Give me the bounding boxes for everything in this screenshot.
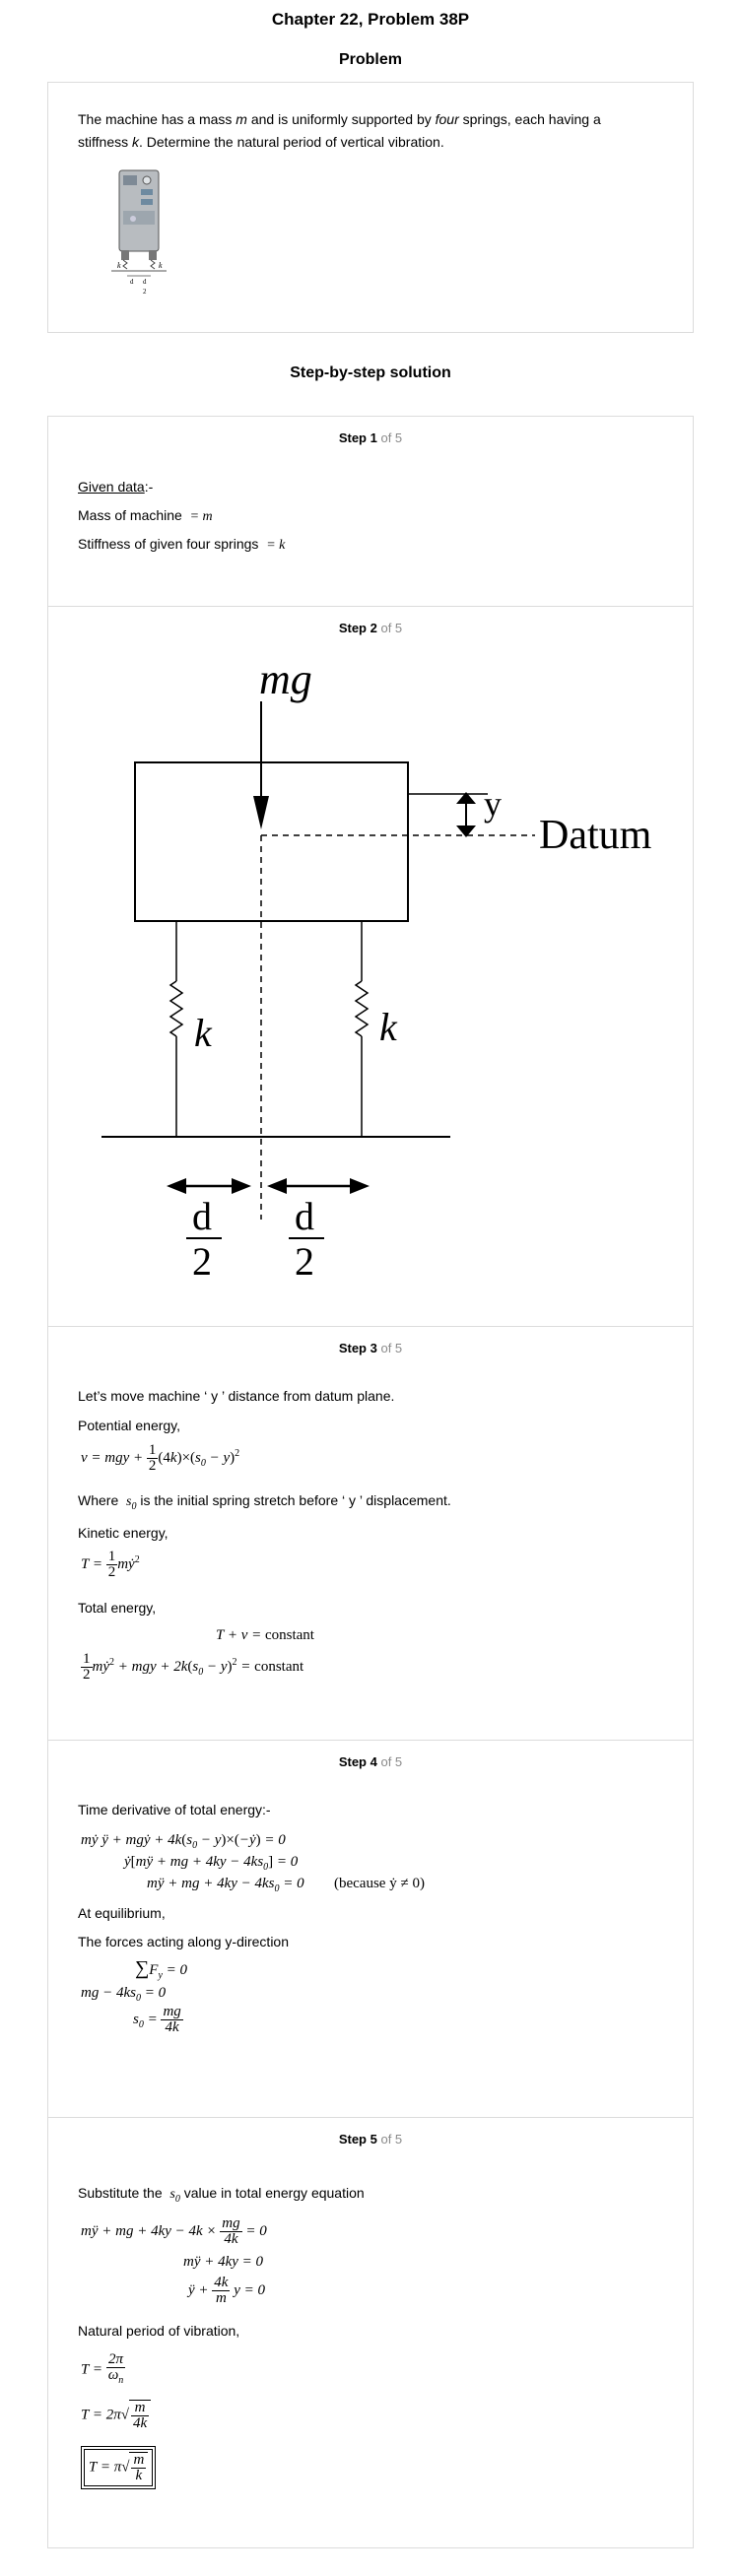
derivative-equation-1: mẏ ÿ + mgẏ + 4k(s0 − y)×(−ẏ) = 0 [81, 1832, 286, 1851]
thumb-k-left: k [117, 261, 121, 270]
because-note: (because ẏ ≠ 0) [334, 1876, 425, 1891]
step-1-title: Step 1 of 5 [338, 430, 403, 445]
step-4-card: Step 4 of 5 Time derivative of total ene… [47, 1741, 694, 2118]
potential-energy-equation: v = mgy + 1 2 (4k)×(s0 − y)2 [81, 1442, 240, 1474]
free-body-diagram: mg y Datum k k d 2 d 2 [101, 655, 652, 1284]
step-4-intro: Time derivative of total energy:- [78, 1802, 271, 1817]
diagram-d-left: d [192, 1194, 212, 1238]
diagram-y-label: y [484, 784, 502, 824]
potential-energy-label: Potential energy, [78, 1418, 181, 1433]
substitution-equation-1: mÿ + mg + 4ky − 4k × mg 4k = 0 [81, 2215, 267, 2247]
solution-heading: Step-by-step solution [290, 364, 451, 381]
diagram-mg-label: mg [259, 655, 312, 703]
substitution-equation-2: mÿ + 4ky = 0 [183, 2254, 264, 2270]
problem-card: The machine has a mass m and is uniforml… [47, 82, 694, 333]
total-energy-equation-1: T + v = constant [216, 1627, 314, 1643]
step-1-card: Step 1 of 5 Given data:- Mass of machine… [47, 416, 694, 607]
thumb-two: 2 [143, 288, 147, 296]
force-sum-equation: ∑Fy = 0 [135, 1957, 188, 1981]
final-answer-box: T = π√ m k [80, 2446, 157, 2489]
step-3-card: Step 3 of 5 Let’s move machine ‘ y ’ dis… [47, 1327, 694, 1741]
problem-text-line-2: stiffness k. Determine the natural perio… [78, 134, 444, 150]
step-5-card: Step 5 of 5 Substitute the s0 value in t… [47, 2118, 694, 2548]
derivative-equation-2: ẏ[mÿ + mg + 4ky − 4ks0] = 0 [124, 1854, 299, 1873]
thumb-d-right: d [143, 278, 147, 286]
where-line: Where s0 is the initial spring stretch b… [78, 1492, 451, 1512]
step-2-title: Step 2 of 5 [338, 621, 403, 635]
substitution-equation-3: ÿ + 4k m y = 0 [188, 2275, 265, 2306]
problem-text-line-1: The machine has a mass m and is uniforml… [78, 111, 601, 127]
step-3-intro: Let’s move machine ‘ y ’ distance from d… [78, 1388, 395, 1404]
machine-thumbnail: k k d d 2 [111, 169, 167, 296]
static-stretch-equation: s0 = mg 4k [133, 2004, 183, 2035]
equilibrium-label: At equilibrium, [78, 1905, 166, 1921]
total-energy-label: Total energy, [78, 1600, 157, 1616]
period-equation-1: T = 2π ωn [81, 2351, 126, 2386]
diagram-two-left: 2 [192, 1239, 212, 1284]
mass-row: Mass of machine = m [78, 507, 213, 524]
kinetic-energy-label: Kinetic energy, [78, 1525, 168, 1541]
kinetic-energy-equation: T = 1 2 mẏ2 [81, 1549, 140, 1580]
thumb-d-left: d [130, 278, 134, 286]
step-2-card: Step 2 of 5 mg y Datum k k d 2 d 2 [47, 607, 694, 1327]
force-balance-equation: mg − 4ks0 = 0 [81, 1985, 167, 2004]
diagram-datum-label: Datum [539, 813, 652, 858]
diagram-two-right: 2 [295, 1239, 314, 1284]
step-4-title: Step 4 of 5 [338, 1754, 403, 1769]
period-equation-2: T = 2π√ m 4k [81, 2400, 152, 2431]
step-5-intro: Substitute the s0 value in total energy … [78, 2185, 365, 2205]
thumb-k-right: k [159, 261, 163, 270]
step-3-title: Step 3 of 5 [338, 1341, 403, 1355]
problem-heading: Problem [338, 51, 402, 68]
total-energy-equation-2: 1 2 mẏ2 + mgy + 2k(s0 − y)2 = constant [81, 1651, 304, 1683]
stiffness-row: Stiffness of given four springs = k [78, 536, 286, 553]
diagram-k-right: k [379, 1005, 398, 1049]
step-5-title: Step 5 of 5 [338, 2132, 403, 2147]
natural-period-label: Natural period of vibration, [78, 2323, 240, 2339]
given-data-label: Given data:- [78, 479, 154, 495]
diagram-d-right: d [295, 1194, 314, 1238]
forces-label: The forces acting along y-direction [78, 1934, 289, 1949]
page-title: Chapter 22, Problem 38P [271, 10, 470, 29]
derivative-equation-3: mÿ + mg + 4ky − 4ks0 = 0 [147, 1876, 304, 1894]
diagram-k-left: k [194, 1011, 213, 1055]
